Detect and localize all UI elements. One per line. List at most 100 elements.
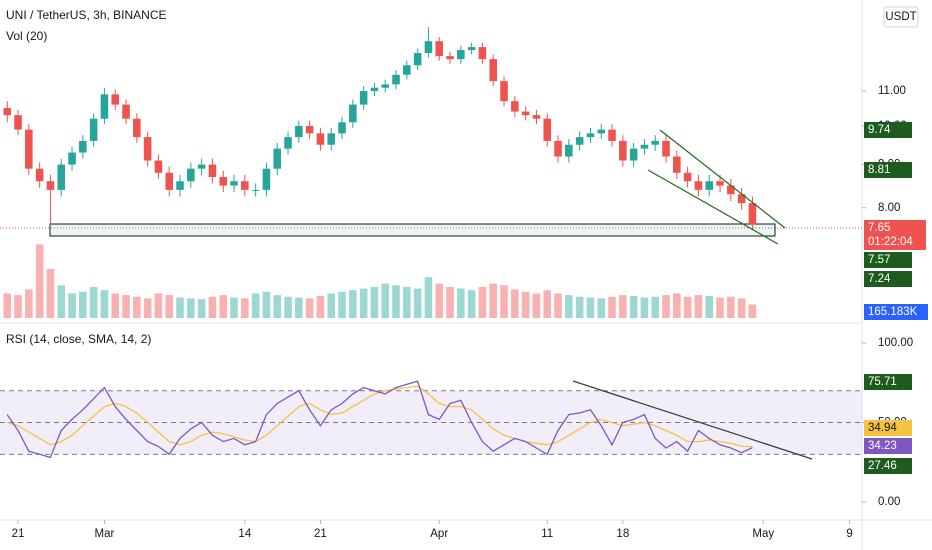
volume-bar bbox=[295, 297, 303, 318]
volume-title: Vol (20) bbox=[6, 29, 47, 43]
currency-button[interactable] bbox=[883, 6, 919, 28]
volume-bar bbox=[608, 296, 616, 318]
volume-label: 165.183K bbox=[868, 306, 918, 318]
x-tick-label: 18 bbox=[616, 528, 629, 540]
volume-bar bbox=[489, 283, 498, 318]
price-label: 34.23 bbox=[868, 440, 897, 452]
rsi-trendline bbox=[572, 380, 813, 460]
volume-bar bbox=[381, 283, 390, 318]
y-tick-label: 8.00 bbox=[878, 202, 900, 214]
volume-bar bbox=[565, 295, 573, 318]
volume-bar bbox=[673, 293, 681, 318]
price-label-box bbox=[864, 122, 912, 138]
price-label-box bbox=[864, 458, 912, 474]
candle-body bbox=[14, 115, 22, 130]
candle-body bbox=[295, 125, 303, 138]
volume-bar bbox=[619, 295, 627, 318]
x-tick-label: May bbox=[752, 528, 774, 540]
price-label: 75.71 bbox=[868, 376, 897, 388]
candle-body bbox=[500, 81, 508, 102]
volume-bar bbox=[662, 295, 670, 318]
volume-bar bbox=[424, 277, 433, 318]
last-price: 7.65 bbox=[868, 222, 890, 234]
countdown: 01:22:04 bbox=[868, 236, 913, 248]
volume-bar bbox=[273, 295, 282, 318]
price-label: 34.94 bbox=[868, 422, 897, 434]
volume-bar bbox=[478, 286, 487, 318]
candle-body bbox=[597, 129, 606, 134]
volume-bar bbox=[262, 291, 271, 318]
volume-bar bbox=[187, 298, 195, 318]
candle-body bbox=[187, 168, 195, 182]
candle-body bbox=[284, 137, 292, 149]
candle-body bbox=[748, 203, 757, 225]
rsi-line bbox=[6, 380, 753, 459]
volume-bar bbox=[165, 295, 174, 318]
volume-bar bbox=[349, 290, 357, 318]
volume-bar bbox=[521, 291, 530, 318]
volume-bar bbox=[737, 298, 746, 318]
volume-bar bbox=[651, 296, 660, 318]
volume-bar bbox=[122, 295, 130, 318]
candle-body bbox=[683, 172, 692, 182]
x-tick-label: 9 bbox=[846, 528, 852, 540]
volume-bar bbox=[284, 296, 292, 318]
candle-body bbox=[457, 50, 465, 60]
candle-body bbox=[359, 91, 368, 105]
volume-bar bbox=[727, 296, 735, 318]
candle-body bbox=[694, 181, 703, 190]
candle-body bbox=[619, 140, 627, 161]
candle-body bbox=[521, 111, 530, 116]
volume-bar bbox=[403, 286, 411, 318]
volume-bar bbox=[457, 288, 465, 318]
candle-body bbox=[424, 41, 433, 54]
candle-body bbox=[640, 144, 649, 149]
volume-bar bbox=[359, 288, 368, 318]
candle-body bbox=[79, 140, 87, 153]
candle-body bbox=[543, 118, 552, 141]
volume-bar bbox=[543, 290, 552, 318]
volume-bar bbox=[230, 297, 238, 318]
candle-body bbox=[511, 101, 519, 112]
volume-bar bbox=[305, 298, 314, 318]
volume-bar bbox=[683, 296, 692, 318]
x-tick-label: Mar bbox=[95, 528, 115, 540]
volume-bar bbox=[629, 295, 638, 318]
volume-bar bbox=[392, 285, 400, 318]
volume-bar bbox=[554, 293, 562, 318]
candle-body bbox=[629, 148, 638, 161]
volume-bar bbox=[154, 293, 163, 318]
volume-bar bbox=[705, 295, 714, 318]
volume-bar bbox=[68, 293, 76, 318]
candle-body bbox=[435, 41, 444, 57]
volume-bar bbox=[251, 293, 260, 318]
volume-bar bbox=[694, 295, 703, 318]
candle-body bbox=[176, 181, 184, 190]
candle-body bbox=[349, 104, 357, 123]
candle-body bbox=[208, 164, 217, 178]
volume-bar bbox=[25, 289, 33, 318]
volume-bar bbox=[143, 298, 152, 318]
candle-body bbox=[705, 181, 714, 190]
candle-body bbox=[338, 122, 346, 134]
volume-bar bbox=[370, 286, 379, 318]
candle-body bbox=[554, 140, 562, 157]
candle-body bbox=[273, 148, 282, 169]
volume-bar bbox=[467, 290, 476, 318]
candle-body bbox=[197, 164, 206, 169]
volume-bar bbox=[597, 298, 606, 318]
candle-body bbox=[316, 133, 325, 145]
volume-bar bbox=[111, 293, 120, 318]
x-tick-label: Apr bbox=[430, 528, 448, 540]
volume-bar bbox=[586, 297, 595, 318]
rsi-tick-label: 100.00 bbox=[878, 337, 913, 349]
price-label-box bbox=[864, 438, 912, 454]
candle-body bbox=[727, 185, 735, 195]
volume-bar bbox=[57, 285, 66, 318]
price-label: 27.46 bbox=[868, 460, 897, 472]
volume-bar bbox=[446, 286, 454, 318]
candle-body bbox=[89, 118, 98, 141]
volume-bar bbox=[46, 268, 55, 318]
